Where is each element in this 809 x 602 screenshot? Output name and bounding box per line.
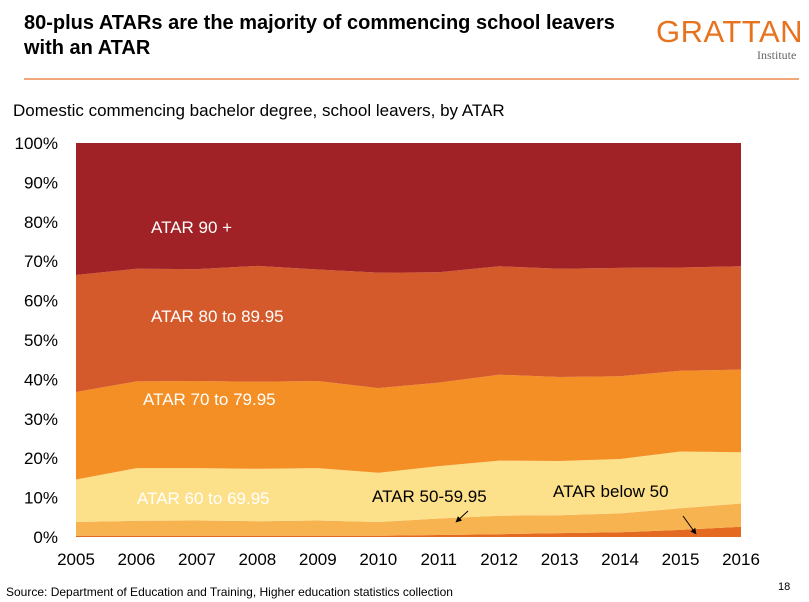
label-atar-60-to-69-95: ATAR 60 to 69.95 (137, 489, 270, 508)
x-tick-label: 2010 (359, 550, 397, 569)
y-tick-label: 20% (24, 449, 58, 468)
y-tick-label: 30% (24, 410, 58, 429)
series-labels: ATAR below 50 ATAR 50-59.95 ATAR 60 to 69.… (137, 218, 697, 535)
grattan-logo-subtitle: Institute (757, 48, 797, 62)
x-tick-label: 2005 (57, 550, 95, 569)
x-tick-label: 2016 (722, 550, 760, 569)
label-atar-below-50: ATAR below 50 (553, 482, 669, 501)
area-atar-80-to-89-95 (76, 265, 741, 392)
header-divider (24, 78, 799, 80)
y-tick-label: 100% (15, 134, 58, 153)
x-tick-label: 2008 (238, 550, 276, 569)
y-tick-label: 80% (24, 213, 58, 232)
label-atar-50-59-95: ATAR 50-59.95 (372, 487, 487, 506)
x-tick-label: 2006 (118, 550, 156, 569)
label-atar-90-: ATAR 90 + (151, 218, 232, 237)
x-tick-label: 2015 (662, 550, 700, 569)
area-atar-70-to-79-95 (76, 369, 741, 480)
area-atar-below-50 (76, 526, 741, 537)
y-tick-label: 40% (24, 370, 58, 389)
x-tick-label: 2007 (178, 550, 216, 569)
y-axis: 0% 10% 20% 30% 40% 50% 60% 70% 80% 90% 100% (15, 134, 58, 547)
y-tick-label: 70% (24, 252, 58, 271)
y-tick-label: 0% (33, 528, 58, 547)
label-atar-80-to-89-95: ATAR 80 to 89.95 (151, 307, 284, 326)
y-tick-label: 60% (24, 292, 58, 311)
y-tick-label: 10% (24, 489, 58, 508)
x-tick-label: 2009 (299, 550, 337, 569)
x-axis: 2005 2006 2007 2008 2009 2010 2011 2012 2013 2014… (57, 550, 760, 569)
x-tick-label: 2011 (420, 550, 457, 569)
page-number: 18 (778, 581, 791, 593)
area-atar-60-to-69-95 (76, 451, 741, 522)
arrow-atar-50-59-95 (455, 510, 469, 523)
y-tick-label: 90% (24, 173, 58, 192)
label-atar-70-to-79-95: ATAR 70 to 79.95 (143, 390, 276, 409)
x-tick-label: 2013 (541, 550, 579, 569)
area-layers (76, 143, 741, 537)
y-tick-label: 50% (24, 331, 58, 350)
source-note: Source: Department of Education and Trai… (6, 585, 453, 599)
x-tick-label: 2014 (601, 550, 639, 569)
area-atar-50-59-95 (76, 503, 741, 536)
page-title: 80-plus ATARs are the majority of commen… (24, 12, 615, 59)
x-tick-label: 2012 (480, 550, 518, 569)
arrow-atar-below-50 (682, 515, 697, 535)
area-atar-90- (76, 143, 741, 275)
grattan-logo: GRATTAN (656, 14, 804, 49)
chart-title: Domestic commencing bachelor degree, sch… (13, 101, 505, 120)
